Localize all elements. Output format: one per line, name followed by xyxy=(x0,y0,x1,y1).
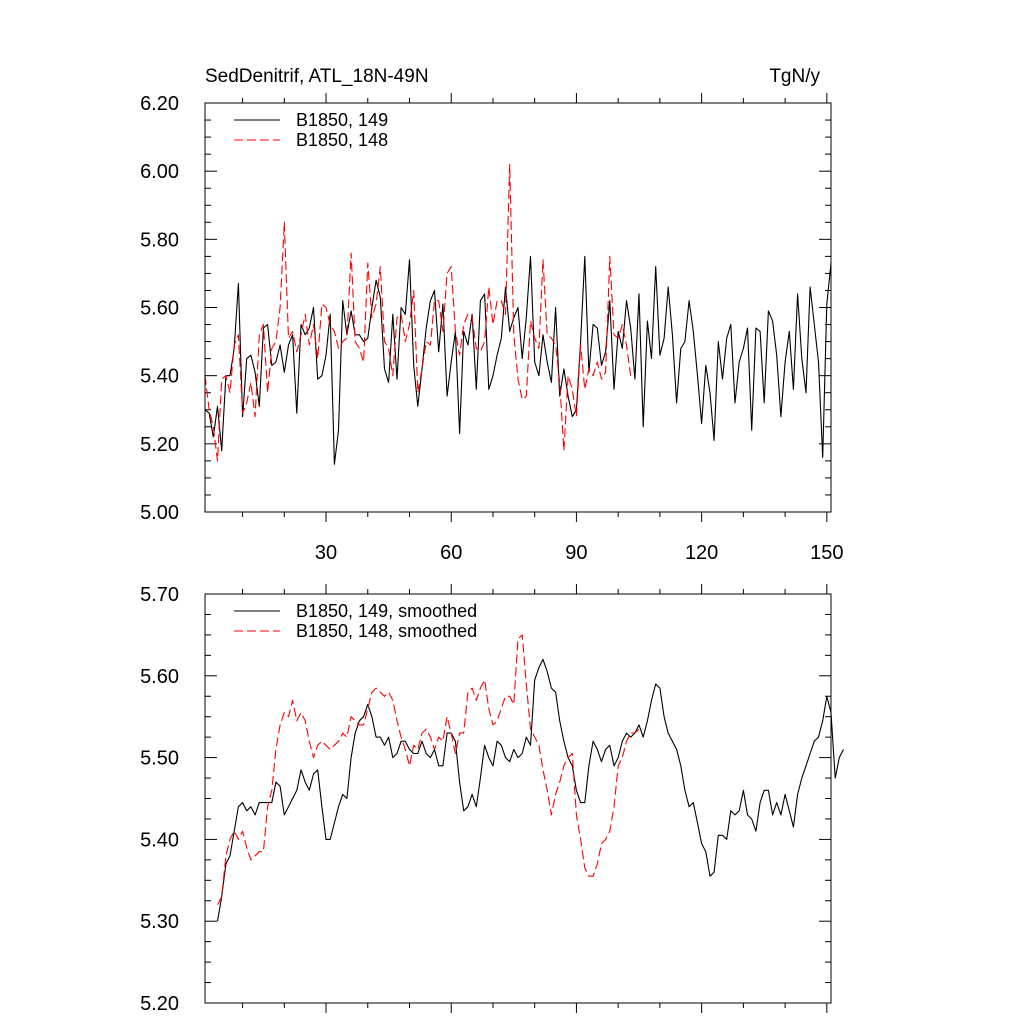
bottom-panel: 5.20 5.30 5.40 5.50 5.60 5.70 B1850, 149, smo… xyxy=(140,584,844,1015)
y-tick-label: 5.80 xyxy=(140,229,179,251)
bottom-panel-grid-ticks xyxy=(205,584,831,1013)
series-line-148 xyxy=(217,634,644,906)
x-tick-label: 120 xyxy=(685,542,718,564)
y-tick-label: 5.00 xyxy=(140,502,179,524)
y-tick-label: 5.50 xyxy=(140,748,179,770)
legend-label: B1850, 148 xyxy=(296,130,388,150)
y-tick-label: 5.40 xyxy=(140,829,179,851)
y-tick-label: 5.20 xyxy=(140,434,179,456)
chart-title-left: SedDenitrif, ATL_18N-49N xyxy=(205,66,429,87)
bottom-panel-tick-labels: 5.20 5.30 5.40 5.50 5.60 5.70 xyxy=(140,584,179,1015)
legend-label: B1850, 149 xyxy=(296,110,388,130)
y-tick-label: 5.60 xyxy=(140,666,179,688)
y-tick-label: 5.20 xyxy=(140,993,179,1015)
top-panel: 5.00 5.20 5.40 5.60 5.80 6.00 6.20 30 60 90 120 150… xyxy=(140,93,844,564)
x-tick-label: 90 xyxy=(565,542,587,564)
series-line-149 xyxy=(204,255,832,465)
series-line-149 xyxy=(216,658,844,922)
y-tick-label: 5.30 xyxy=(140,911,179,933)
y-tick-label: 6.20 xyxy=(140,93,179,115)
y-tick-label: 5.40 xyxy=(140,366,179,388)
top-panel-tick-labels: 5.00 5.20 5.40 5.60 5.80 6.00 6.20 30 60 90 120 150 xyxy=(140,93,843,564)
y-tick-label: 5.70 xyxy=(140,584,179,606)
bottom-panel-series xyxy=(216,634,844,922)
bottom-panel-frame xyxy=(204,593,832,1004)
top-panel-grid-ticks xyxy=(205,93,831,522)
legend-label: B1850, 149, smoothed xyxy=(296,601,477,621)
top-panel-series xyxy=(204,163,832,465)
y-tick-label: 6.00 xyxy=(140,161,179,183)
top-panel-frame xyxy=(204,102,832,513)
y-tick-label: 5.60 xyxy=(140,298,179,320)
series-line-148 xyxy=(204,163,632,462)
legend-label: B1850, 148, smoothed xyxy=(296,621,477,641)
chart-units-label: TgN/y xyxy=(769,66,820,87)
x-tick-label: 30 xyxy=(315,542,337,564)
x-tick-label: 150 xyxy=(810,542,843,564)
x-tick-label: 60 xyxy=(440,542,462,564)
